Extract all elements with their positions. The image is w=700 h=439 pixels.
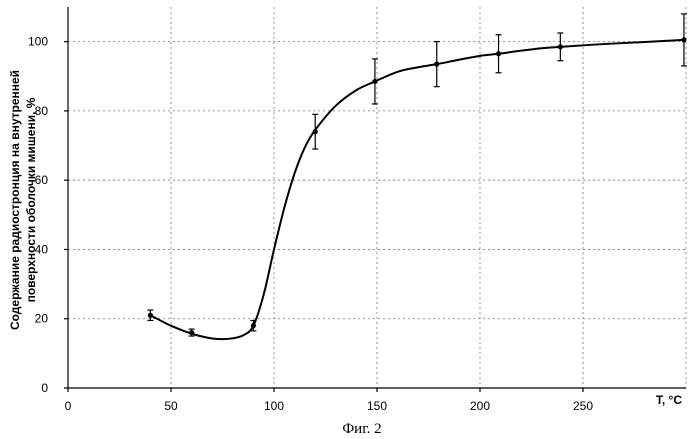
figure-caption: Фиг. 2: [342, 421, 381, 437]
x-tick-label: 100: [264, 399, 284, 413]
x-tick-label: 150: [367, 399, 387, 413]
y-tick-label: 0: [41, 381, 48, 395]
data-point: [434, 62, 439, 67]
data-point: [372, 79, 377, 84]
y-axis-title-line2: поверхности оболочки мишени, %: [24, 97, 38, 302]
data-series: [147, 14, 687, 339]
data-point: [313, 129, 318, 134]
data-point: [558, 44, 563, 49]
data-point: [496, 51, 501, 56]
data-point-group: [557, 33, 563, 61]
data-point-group: [496, 35, 502, 73]
y-tick-label: 100: [28, 35, 48, 49]
grid: [68, 7, 686, 388]
x-axis-title: T, °C: [656, 393, 682, 407]
x-tick-label: 50: [164, 399, 178, 413]
data-point: [251, 323, 256, 328]
y-axis-title-line1: Содержание радиостронция на внутренней: [8, 70, 22, 330]
x-tick-label: 200: [470, 399, 490, 413]
data-point-group: [312, 114, 318, 149]
data-point-group: [434, 42, 440, 87]
data-point: [681, 37, 686, 42]
data-point: [189, 330, 194, 335]
x-tick-label: 250: [573, 399, 593, 413]
tick-labels: 020406080100050100150200250: [28, 35, 593, 413]
x-tick-label: 0: [65, 399, 72, 413]
y-tick-label: 20: [35, 312, 49, 326]
data-point: [148, 313, 153, 318]
series-line: [150, 40, 684, 339]
